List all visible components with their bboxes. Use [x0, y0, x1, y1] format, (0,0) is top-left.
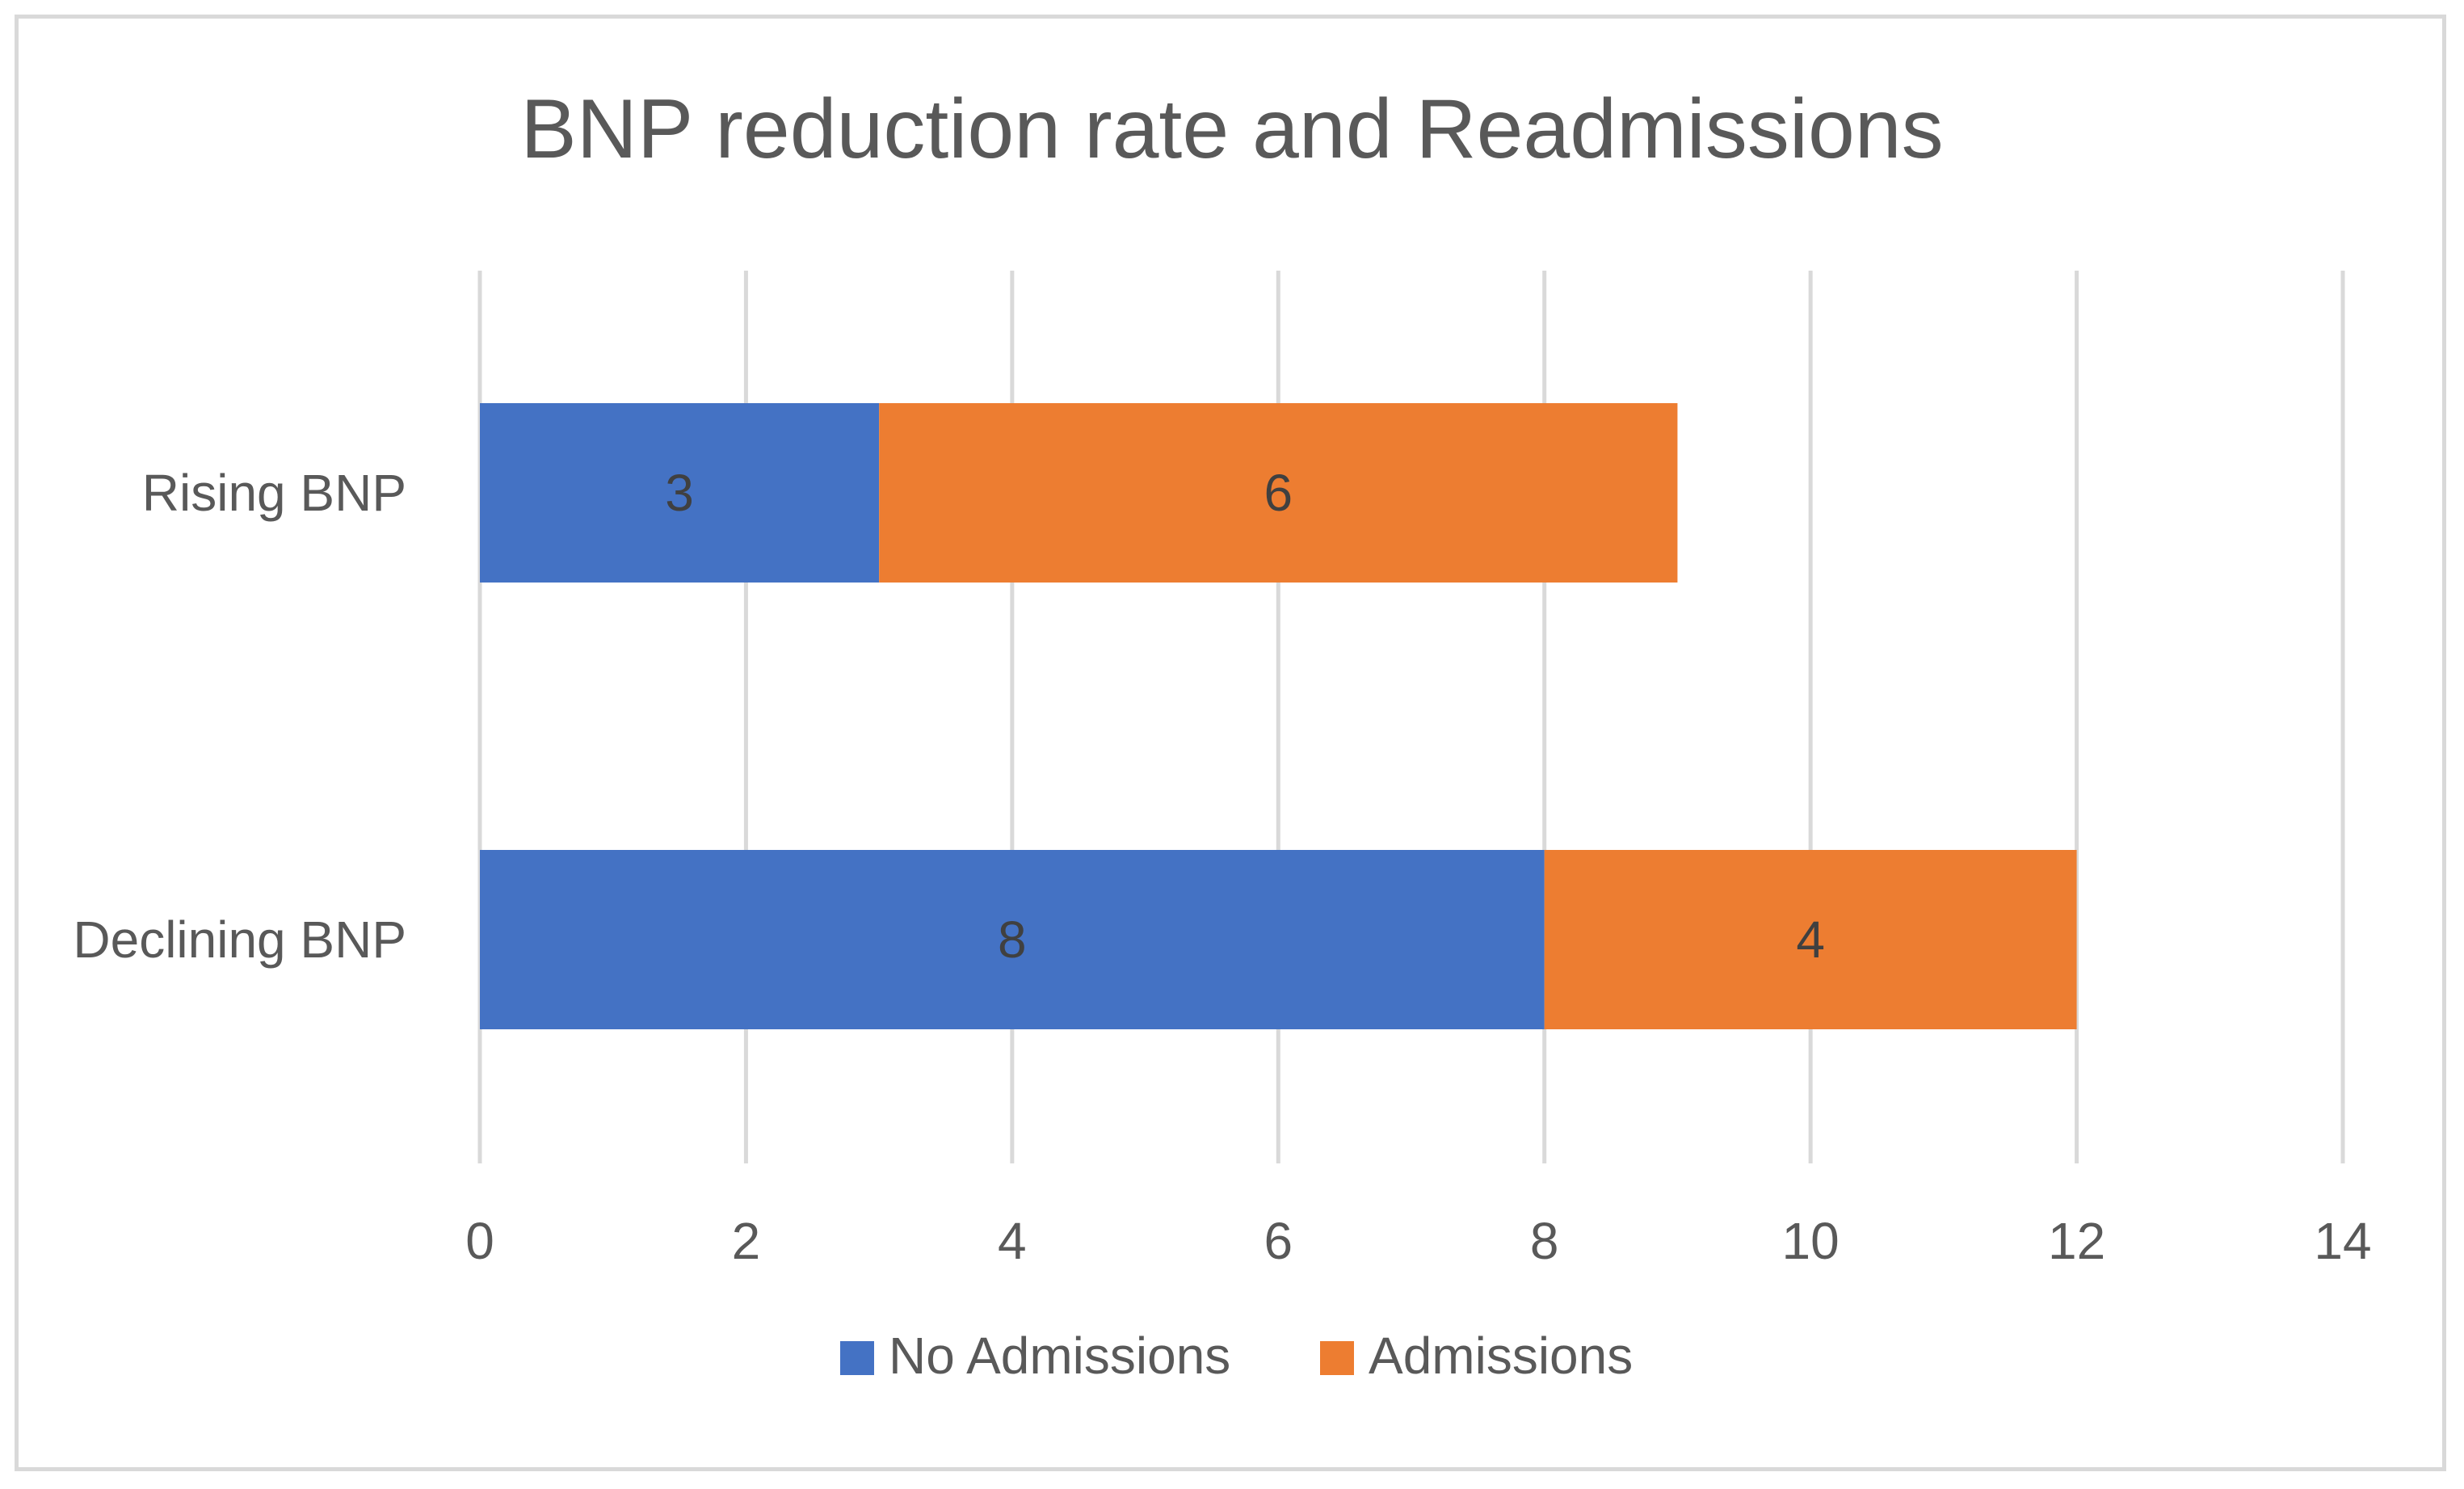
data-label: 4 [1796, 911, 1825, 969]
category-label: Declining BNP [73, 911, 406, 969]
bar-segment [1544, 850, 2077, 1029]
legend-swatch [840, 1341, 874, 1375]
legend-swatch [1320, 1341, 1354, 1375]
x-tick-label: 8 [1530, 1212, 1559, 1270]
bars [480, 403, 2077, 1029]
data-label: 6 [1264, 464, 1293, 522]
category-axis: Rising BNP Declining BNP [73, 464, 406, 969]
data-label: 8 [998, 911, 1027, 969]
chart-frame [15, 15, 2446, 1471]
value-axis: 0 2 4 6 8 10 12 14 [465, 1212, 2371, 1270]
x-tick-label: 6 [1264, 1212, 1293, 1270]
x-tick-label: 0 [465, 1212, 494, 1270]
x-tick-label: 10 [1782, 1212, 1840, 1270]
x-tick-label: 12 [2048, 1212, 2105, 1270]
legend-label: No Admissions [889, 1327, 1230, 1385]
x-tick-label: 2 [732, 1212, 761, 1270]
bar-segment [879, 403, 1678, 583]
data-labels: 3 6 8 4 [665, 464, 1825, 969]
chart-title: BNP reduction rate and Readmissions [520, 82, 1943, 176]
category-label: Rising BNP [142, 464, 406, 522]
x-tick-label: 4 [998, 1212, 1027, 1270]
legend-label: Admissions [1369, 1327, 1633, 1385]
legend: No Admissions Admissions [840, 1327, 1633, 1385]
bar-segment [480, 403, 880, 583]
x-tick-label: 14 [2314, 1212, 2371, 1270]
bar-segment [480, 850, 1545, 1029]
data-label: 3 [665, 464, 694, 522]
